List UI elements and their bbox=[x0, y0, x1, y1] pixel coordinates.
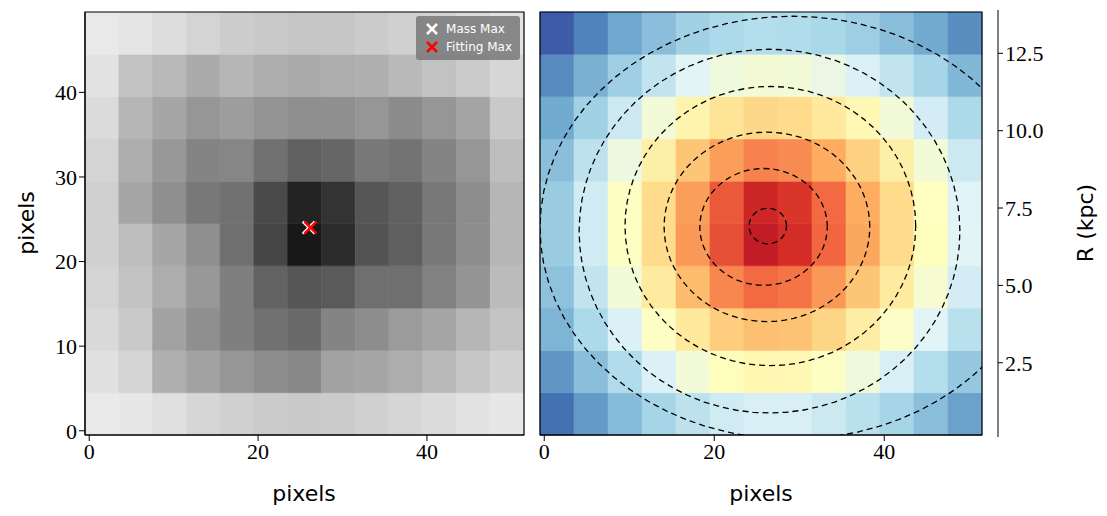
svg-text:12.5: 12.5 bbox=[1005, 41, 1044, 66]
svg-text:0: 0 bbox=[539, 439, 550, 464]
svg-text:40: 40 bbox=[416, 439, 438, 464]
html-text:pixels: pixels bbox=[272, 480, 336, 506]
svg-text:0: 0 bbox=[84, 439, 95, 464]
html-text:Fitting Max: Fitting Max bbox=[446, 40, 512, 54]
html-text:pixels: pixels bbox=[13, 191, 39, 255]
html-text:R (kpc): R (kpc) bbox=[1072, 183, 1098, 263]
html-text:Mass Max: Mass Max bbox=[446, 22, 505, 36]
svg-text:40: 40 bbox=[873, 439, 895, 464]
svg-text:10.0: 10.0 bbox=[1005, 118, 1044, 143]
svg-text:5.0: 5.0 bbox=[1005, 273, 1033, 298]
svg-text:20: 20 bbox=[55, 249, 77, 274]
svg-text:2.5: 2.5 bbox=[1005, 351, 1033, 376]
svg-text:30: 30 bbox=[55, 165, 77, 190]
svg-text:10: 10 bbox=[55, 334, 77, 359]
svg-text:20: 20 bbox=[703, 439, 725, 464]
svg-text:40: 40 bbox=[55, 80, 77, 105]
svg-text:0: 0 bbox=[66, 419, 77, 444]
html-text:pixels: pixels bbox=[729, 480, 793, 506]
svg-text:20: 20 bbox=[247, 439, 269, 464]
svg-text:7.5: 7.5 bbox=[1005, 196, 1033, 221]
